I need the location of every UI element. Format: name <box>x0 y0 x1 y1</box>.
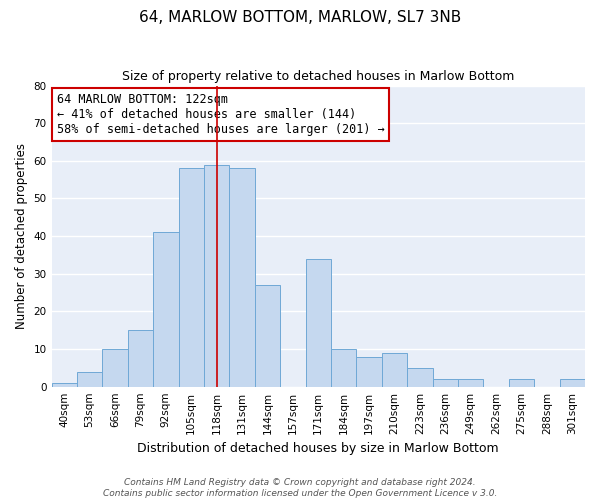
Bar <box>128 330 153 386</box>
Bar <box>509 379 534 386</box>
Bar <box>229 168 255 386</box>
Text: 64 MARLOW BOTTOM: 122sqm
← 41% of detached houses are smaller (144)
58% of semi-: 64 MARLOW BOTTOM: 122sqm ← 41% of detach… <box>57 93 385 136</box>
Bar <box>103 349 128 387</box>
Bar <box>356 356 382 386</box>
Bar <box>77 372 103 386</box>
Title: Size of property relative to detached houses in Marlow Bottom: Size of property relative to detached ho… <box>122 70 514 83</box>
Bar <box>560 379 585 386</box>
Bar <box>407 368 433 386</box>
Bar <box>179 168 204 386</box>
Bar <box>433 379 458 386</box>
Bar <box>204 164 229 386</box>
Bar <box>52 383 77 386</box>
Bar <box>458 379 484 386</box>
Bar <box>255 285 280 386</box>
Y-axis label: Number of detached properties: Number of detached properties <box>15 143 28 329</box>
X-axis label: Distribution of detached houses by size in Marlow Bottom: Distribution of detached houses by size … <box>137 442 499 455</box>
Text: 64, MARLOW BOTTOM, MARLOW, SL7 3NB: 64, MARLOW BOTTOM, MARLOW, SL7 3NB <box>139 10 461 25</box>
Bar <box>305 258 331 386</box>
Bar <box>153 232 179 386</box>
Bar <box>331 349 356 387</box>
Text: Contains HM Land Registry data © Crown copyright and database right 2024.
Contai: Contains HM Land Registry data © Crown c… <box>103 478 497 498</box>
Bar <box>382 353 407 386</box>
